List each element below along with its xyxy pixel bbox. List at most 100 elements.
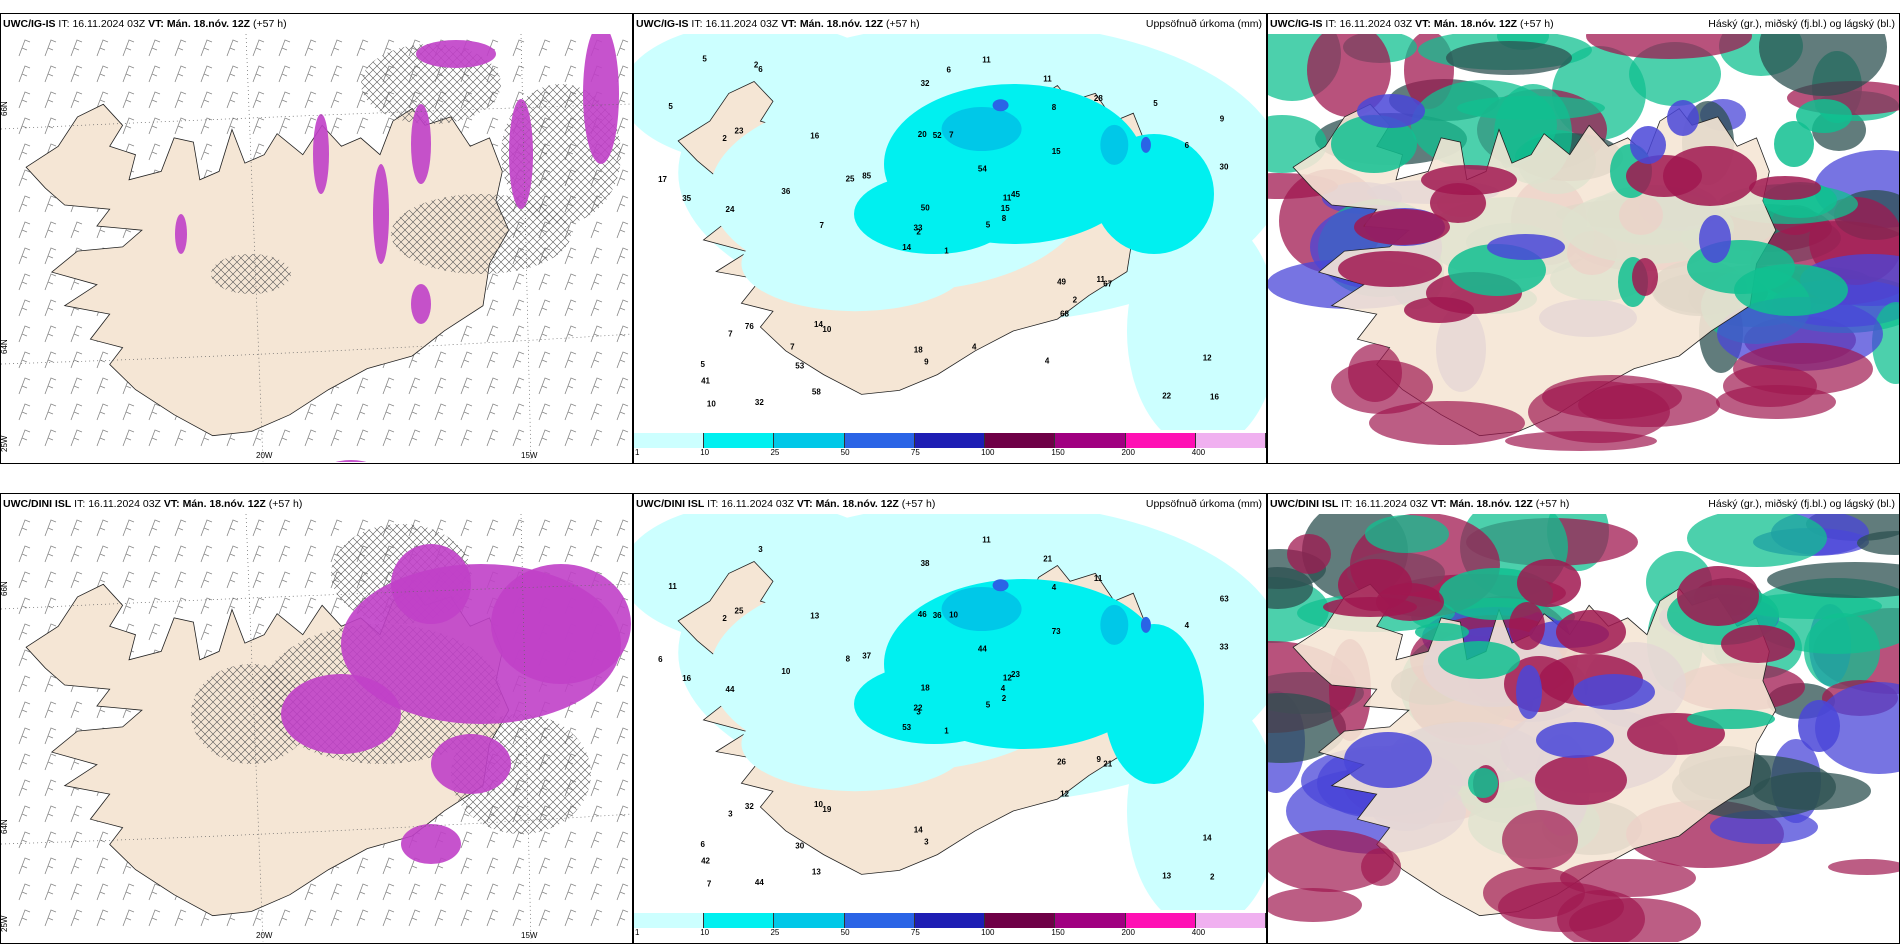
precip-value: 45 [1011,190,1020,199]
colorbar-tick: 100 [981,448,995,457]
cloud-field [1734,264,1848,316]
precip-value: 20 [918,130,927,139]
panel-accum-precip-top: UWC/IG-IS IT: 16.11.2024 03Z VT: Mán. 18… [633,13,1267,464]
precip-value: 12 [1060,790,1069,799]
axis-label: 64N [1,339,9,354]
cloud-field [1517,559,1581,607]
precip-value: 21 [1043,554,1052,563]
precip-value: 1 [944,727,949,736]
colorbar-tick: 10 [700,928,710,937]
graticule [1,514,632,942]
cloud-field [1268,888,1362,922]
cloud-field [1516,665,1542,719]
cloud-field [1502,810,1578,870]
precip-value: 23 [1011,670,1020,679]
precip-value: 5 [668,102,673,111]
cloud-field [1535,755,1627,805]
colorbar-tick: 10 [700,448,710,457]
precip-value: 13 [810,611,819,620]
colorbar-tick: 25 [770,448,780,457]
map-accumulated-precip: 1225111011785616249141532205476854153524… [634,34,1266,430]
axis-label: 20W [256,451,273,460]
precip-value: 5 [1153,99,1158,108]
axis-label: 25W [1,435,9,452]
cloud-field [1677,566,1759,626]
precip-value: 36 [933,611,942,620]
cloud-field [1710,810,1818,844]
cloud-field [1498,882,1624,932]
field-blob [411,284,431,324]
precip-value: 11 [982,56,991,65]
colorbar-tick: 1 [635,448,640,457]
precip-value: 8 [846,654,851,663]
colorbar-swatch [1195,913,1266,928]
precip-value: 14 [902,243,911,252]
precip-value: 12 [1203,353,1212,362]
cloud-field [1828,859,1899,875]
field-blob [1100,124,1129,165]
precip-value: 25 [735,607,744,616]
panel-variable: Háský (gr.), miðský (fj.bl.) og lágský (… [1708,498,1895,510]
precip-value: 14 [1203,833,1212,842]
colorbar-swatch [1055,433,1126,448]
precip-value: 2 [722,134,727,143]
colorbar-swatch [704,913,775,928]
colorbar-tick: 200 [1121,448,1135,457]
precip-value: 4 [972,343,977,352]
precip-value: 11 [1003,193,1012,202]
precip-value: 19 [822,805,831,814]
precip-value: 26 [1057,757,1066,766]
cloud-field [1687,514,1827,567]
graticule [1,34,632,462]
precip-value: 2 [1210,872,1215,881]
colorbar-swatch [1125,913,1196,928]
precip-value: 28 [1094,94,1103,103]
precip-value: 2 [754,60,759,69]
panel-title: UWC/IG-IS IT: 16.11.2024 03Z VT: Mán. 18… [636,18,1262,30]
precip-value: 9 [1220,114,1225,123]
colorbar-swatch [704,433,775,448]
precip-value: 4 [1052,583,1057,592]
cloud-field [1323,597,1417,617]
precip-value: 18 [921,683,930,692]
precip-value: 16 [810,131,819,140]
precip-value: 13 [1162,872,1171,881]
colorbar-tick: 150 [1051,448,1065,457]
precip-value: 30 [1220,163,1229,172]
precip-value: 53 [795,362,804,371]
colorbar-swatch [774,433,845,448]
field-blob [416,40,496,68]
precip-value: 33 [914,224,923,233]
precip-value: 76 [745,322,754,331]
field-blob [391,544,471,624]
field-blob [1140,616,1151,633]
field-blob [1094,134,1214,254]
precip-value: 73 [1052,627,1061,636]
colorbar-tick: 50 [840,928,850,937]
precip-value: 4 [1185,621,1190,630]
cloud-field [1630,126,1666,164]
cloud-field [1687,709,1775,729]
cloud-field [1542,375,1682,419]
cloud-field [1586,34,1752,59]
precip-value: 3 [728,809,733,818]
precip-value: 1 [944,247,949,256]
precip-value: 85 [862,172,871,181]
precip-value: 3 [758,545,763,554]
cloud-field [1354,209,1450,245]
colorbar-tick: 150 [1051,928,1065,937]
cloud-field [1468,768,1498,798]
precip-value: 23 [735,127,744,136]
colorbar-swatch [634,913,705,928]
precip-value: 10 [822,325,831,334]
precip-value: 15 [1001,204,1010,213]
precip-value: 37 [862,652,871,661]
colorbar-tick: 100 [981,928,995,937]
precip-value: 25 [846,174,855,183]
cloud-field [1560,859,1696,897]
colorbar-tick: 50 [840,448,850,457]
cloud-field [1348,344,1402,402]
precip-value: 10 [814,800,823,809]
cloud-field [1716,385,1836,419]
colorbar-swatch [1055,913,1126,928]
